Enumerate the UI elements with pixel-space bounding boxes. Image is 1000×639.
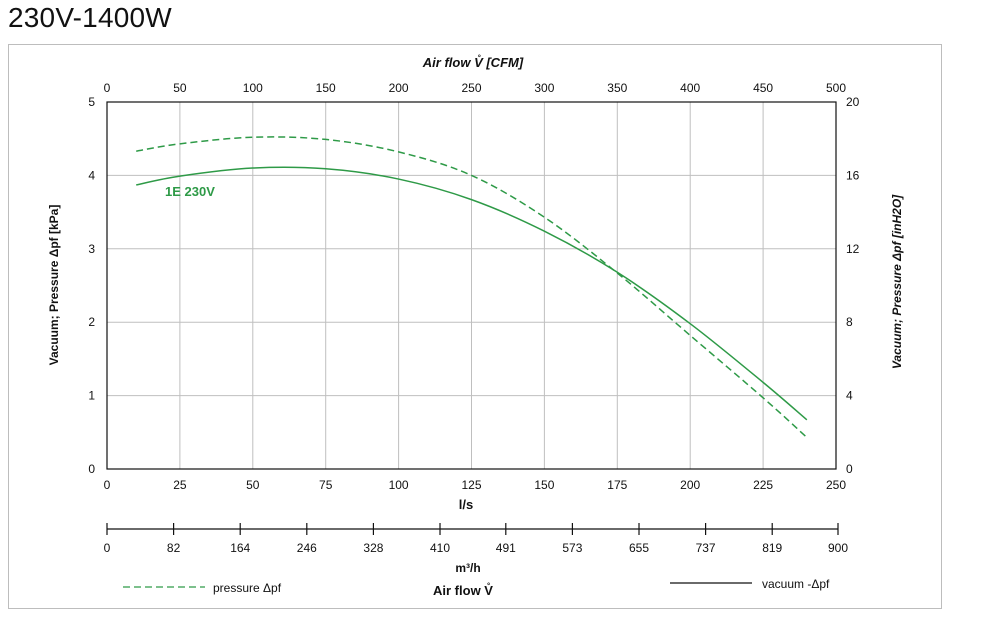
- bottom-axis-title: l/s: [459, 497, 473, 512]
- curve-label: 1E 230V: [165, 184, 215, 199]
- chart: 0 25 50 75 100 125 150 175 200 225 2500 50 100 150 200…: [0, 0, 1000, 639]
- right-tick-label: 4: [846, 389, 853, 403]
- footer-airflow-label: Air flow V̊: [433, 583, 493, 598]
- right-tick-label: 0: [846, 462, 853, 476]
- top-tick-label: 0: [104, 81, 111, 95]
- secondary-tick-label: 82: [167, 541, 181, 555]
- secondary-tick-label: 0: [104, 541, 111, 555]
- top-tick-label: 250: [461, 81, 481, 95]
- top-tick-label: 450: [753, 81, 773, 95]
- secondary-tick-label: 655: [629, 541, 649, 555]
- left-tick-label: 3: [88, 242, 95, 256]
- right-axis-title: Vacuum; Pressure Δpf [inH2O]: [890, 194, 904, 369]
- secondary-axis-title: m³/h: [455, 561, 480, 575]
- bottom-tick-label: 0: [104, 478, 111, 492]
- legend-pressure-label: pressure Δpf: [213, 581, 282, 595]
- left-axis-title: Vacuum; Pressure Δpf [kPa]: [47, 205, 61, 366]
- left-tick-label: 5: [88, 95, 95, 109]
- legend-vacuum-label: vacuum -Δpf: [762, 577, 830, 591]
- secondary-tick-label: 573: [562, 541, 582, 555]
- secondary-tick-label: 328: [363, 541, 383, 555]
- top-tick-label: 500: [826, 81, 846, 95]
- top-tick-label: 350: [607, 81, 627, 95]
- secondary-tick-label: 410: [430, 541, 450, 555]
- bottom-tick-label: 175: [607, 478, 627, 492]
- secondary-tick-label: 900: [828, 541, 848, 555]
- bottom-tick-label: 75: [319, 478, 333, 492]
- secondary-tick-label: 819: [762, 541, 782, 555]
- left-tick-label: 0: [88, 462, 95, 476]
- bottom-tick-label: 225: [753, 478, 773, 492]
- bottom-tick-label: 250: [826, 478, 846, 492]
- top-tick-label: 100: [243, 81, 263, 95]
- top-tick-label: 200: [389, 81, 409, 95]
- bottom-tick-label: 200: [680, 478, 700, 492]
- top-tick-label: 150: [316, 81, 336, 95]
- bottom-tick-label: 125: [461, 478, 481, 492]
- right-tick-label: 20: [846, 95, 860, 109]
- right-tick-label: 16: [846, 168, 860, 182]
- top-tick-label: 300: [534, 81, 554, 95]
- left-tick-label: 1: [88, 389, 95, 403]
- left-tick-label: 2: [88, 315, 95, 329]
- secondary-tick-label: 164: [230, 541, 250, 555]
- top-axis-title: Air flow V̊ [CFM]: [422, 55, 524, 70]
- top-tick-label: 50: [173, 81, 187, 95]
- right-tick-label: 8: [846, 315, 853, 329]
- left-tick-label: 4: [88, 168, 95, 182]
- bottom-tick-label: 50: [246, 478, 260, 492]
- right-tick-label: 12: [846, 242, 860, 256]
- bottom-tick-label: 100: [389, 478, 409, 492]
- secondary-tick-label: 491: [496, 541, 516, 555]
- bottom-tick-label: 150: [534, 478, 554, 492]
- secondary-tick-label: 246: [297, 541, 317, 555]
- bottom-tick-label: 25: [173, 478, 187, 492]
- secondary-tick-label: 737: [696, 541, 716, 555]
- top-tick-label: 400: [680, 81, 700, 95]
